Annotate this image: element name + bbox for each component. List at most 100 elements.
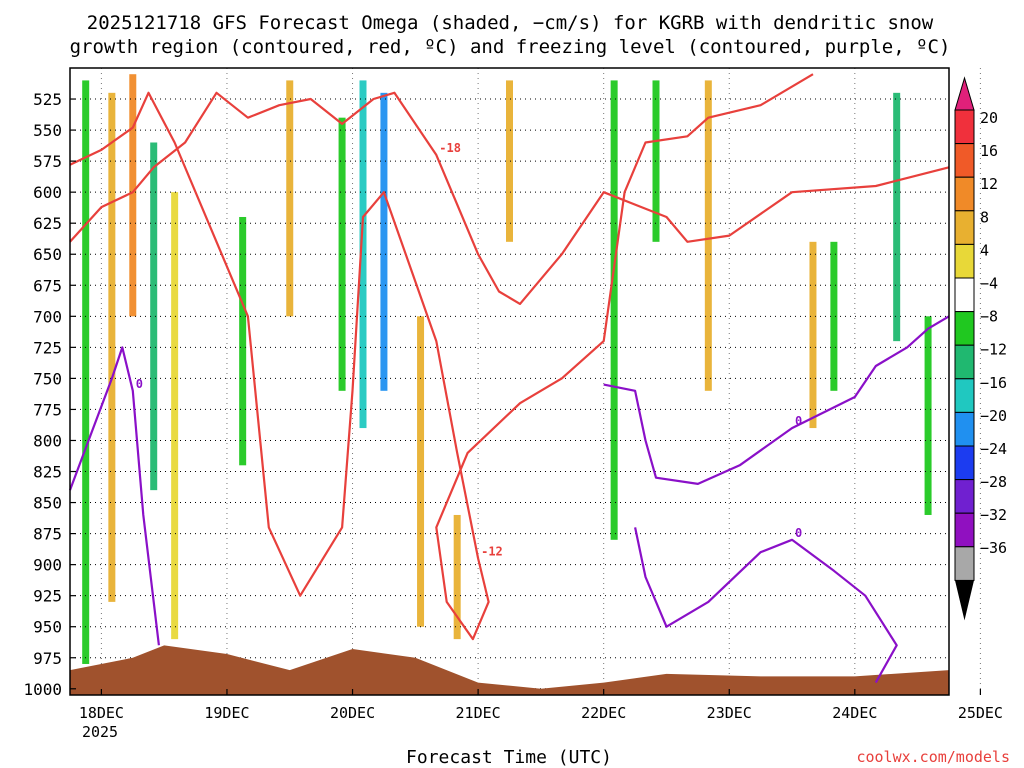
terrain-fill bbox=[70, 645, 949, 695]
colorbar-swatch bbox=[954, 176, 975, 212]
colorbar: 20 16 12 8 4 −4 −8 −12 −16 −20 −24 −28 −32 −36 bbox=[954, 76, 1007, 621]
colorbar-swatch bbox=[954, 143, 975, 178]
y-tick-label: 575 bbox=[33, 152, 62, 171]
colorbar-swatch bbox=[954, 109, 975, 145]
colorbar-top-arrow bbox=[954, 76, 975, 111]
y-tick-label: 775 bbox=[33, 400, 62, 419]
y-tick-label: 525 bbox=[33, 90, 62, 109]
colorbar-label: −4 bbox=[980, 274, 998, 292]
omega-cell bbox=[610, 80, 618, 540]
y-tick-label: 975 bbox=[33, 649, 62, 668]
colorbar-label: −24 bbox=[980, 440, 1007, 458]
omega-cell bbox=[809, 241, 817, 429]
y-tick-label: 600 bbox=[33, 183, 62, 202]
y-axis-ticks: 525 550 575 600 625 650 675 700 725 750 775 800 825 8… bbox=[23, 90, 76, 699]
omega-cell bbox=[129, 74, 137, 317]
omega-cell bbox=[380, 92, 388, 391]
dgz-contour bbox=[69, 91, 950, 305]
y-tick-label: 825 bbox=[33, 463, 62, 482]
omega-cell bbox=[108, 92, 116, 602]
colorbar-swatch bbox=[954, 512, 975, 548]
colorbar-label: −36 bbox=[980, 539, 1007, 557]
y-tick-label: 700 bbox=[33, 307, 62, 326]
x-tick-label: 25DEC bbox=[958, 704, 1003, 722]
y-tick-label: 800 bbox=[33, 431, 62, 450]
omega-cell bbox=[830, 241, 838, 391]
omega-cell bbox=[286, 80, 294, 317]
colorbar-label: −28 bbox=[980, 473, 1007, 491]
x-tick-label: 19DEC bbox=[204, 704, 249, 722]
y-tick-label: 900 bbox=[33, 556, 62, 575]
colorbar-swatch bbox=[954, 277, 975, 313]
colorbar-bottom-arrow bbox=[955, 580, 974, 621]
colorbar-swatch bbox=[954, 210, 975, 245]
colorbar-label: 8 bbox=[980, 208, 989, 226]
contour-layer: -12 -18 0 0 0 bbox=[68, 73, 950, 684]
colorbar-label: 12 bbox=[980, 175, 998, 193]
colorbar-label: −16 bbox=[980, 374, 1007, 392]
colorbar-label: −12 bbox=[980, 341, 1007, 359]
omega-cell bbox=[239, 216, 247, 466]
x-tick-label: 20DEC bbox=[330, 704, 375, 722]
y-tick-label: 850 bbox=[33, 494, 62, 513]
omega-cell bbox=[652, 80, 660, 242]
plot-frame bbox=[69, 67, 950, 696]
chart-title-line2: growth region (contoured, red, ºC) and f… bbox=[70, 36, 951, 58]
x-tick-label: 23DEC bbox=[707, 704, 752, 722]
x-tick-label: 24DEC bbox=[832, 704, 877, 722]
colorbar-swatch bbox=[954, 479, 975, 514]
y-tick-label: 950 bbox=[33, 618, 62, 637]
colorbar-label: 20 bbox=[980, 109, 998, 127]
y-tick-label: 550 bbox=[33, 121, 62, 140]
omega-cell bbox=[893, 92, 901, 342]
y-tick-label: 625 bbox=[33, 214, 62, 233]
y-tick-label: 725 bbox=[33, 338, 62, 357]
gridlines bbox=[70, 68, 981, 695]
freezing-contour bbox=[634, 527, 898, 684]
freezing-contour-label: 0 bbox=[795, 414, 802, 428]
credit-link[interactable]: coolwx.com/models bbox=[856, 748, 1010, 766]
colorbar-swatch bbox=[954, 445, 975, 481]
colorbar-label: −8 bbox=[980, 308, 998, 326]
colorbar-swatch bbox=[954, 311, 975, 346]
y-tick-label: 925 bbox=[33, 587, 62, 606]
y-tick-label: 875 bbox=[33, 525, 62, 544]
y-tick-label: 675 bbox=[33, 276, 62, 295]
colorbar-label: −20 bbox=[980, 407, 1007, 425]
omega-cell bbox=[150, 142, 158, 491]
x-axis-year: 2025 bbox=[82, 723, 118, 741]
omega-cell bbox=[924, 316, 932, 515]
y-tick-label: 750 bbox=[33, 369, 62, 388]
x-axis-ticks: 18DEC 19DEC 20DEC 21DEC 22DEC 23DEC 24DEC 25DEC bbox=[79, 689, 1003, 722]
colorbar-swatch bbox=[954, 411, 975, 447]
colorbar-swatch bbox=[954, 378, 975, 413]
dgz-contour bbox=[69, 73, 814, 641]
omega-cell bbox=[506, 80, 513, 242]
x-tick-label: 18DEC bbox=[79, 704, 124, 722]
omega-cell bbox=[704, 80, 712, 391]
freezing-contour-label: 0 bbox=[795, 526, 802, 540]
dgz-contour-label: -18 bbox=[439, 141, 461, 155]
omega-cell bbox=[82, 80, 90, 664]
freezing-contour bbox=[68, 346, 160, 646]
y-tick-label: 1000 bbox=[23, 680, 62, 699]
colorbar-swatch bbox=[954, 344, 975, 380]
omega-cell bbox=[171, 192, 179, 640]
dgz-contour-label: -12 bbox=[481, 544, 503, 558]
y-tick-label: 650 bbox=[33, 245, 62, 264]
freezing-contour bbox=[603, 315, 950, 485]
colorbar-label: 4 bbox=[980, 241, 989, 259]
chart-title-line1: 2025121718 GFS Forecast Omega (shaded, −… bbox=[87, 12, 934, 34]
colorbar-label: 16 bbox=[980, 142, 998, 160]
x-tick-label: 21DEC bbox=[456, 704, 501, 722]
terrain-area bbox=[70, 645, 949, 695]
x-tick-label: 22DEC bbox=[581, 704, 626, 722]
omega-cell bbox=[453, 514, 461, 640]
freezing-contour-label: 0 bbox=[136, 377, 143, 391]
colorbar-swatch bbox=[954, 546, 975, 581]
colorbar-swatch bbox=[954, 243, 975, 279]
colorbar-label: −32 bbox=[980, 506, 1007, 524]
x-axis-label: Forecast Time (UTC) bbox=[406, 747, 612, 768]
omega-cell bbox=[338, 117, 346, 391]
